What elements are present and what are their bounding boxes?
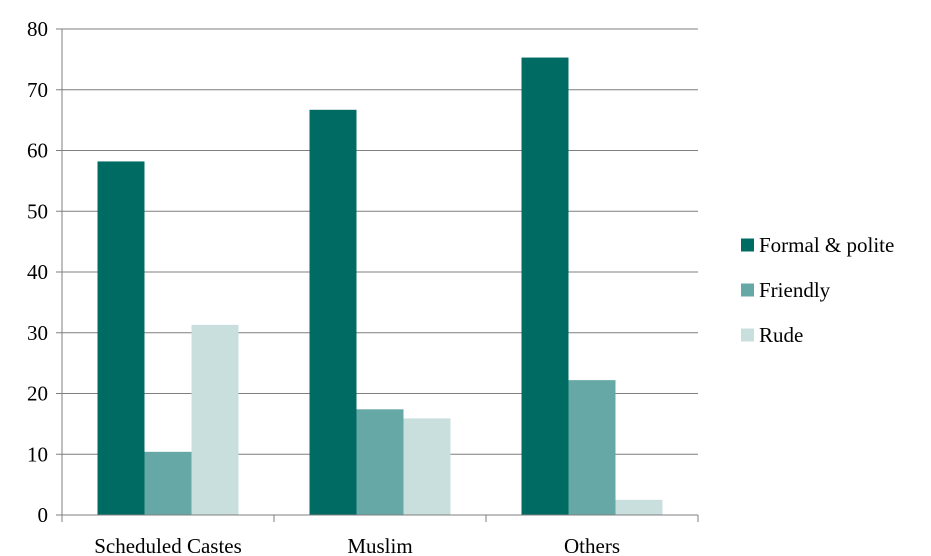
bar-rude-scheduled-castes [191, 324, 239, 515]
bar-formal-polite-muslim [309, 109, 357, 516]
y-tick-labels: 0 10 20 30 40 50 60 70 80 [27, 17, 48, 527]
bar-rude-others [615, 499, 663, 515]
y-tick-label-10: 10 [27, 442, 48, 466]
y-tick-label-20: 20 [27, 382, 48, 406]
x-category-label: Muslim [347, 534, 412, 556]
legend: Formal & polite Friendly Rude [741, 233, 894, 347]
x-category-label: Scheduled Castes [94, 534, 242, 556]
bar-friendly-muslim [356, 409, 404, 515]
gridlines [62, 28, 698, 455]
legend-swatch [741, 328, 754, 342]
y-tick-label-70: 70 [27, 78, 48, 102]
axes [56, 28, 699, 522]
bar-formal-polite-others [521, 57, 569, 516]
y-tick-label-80: 80 [27, 17, 48, 41]
y-tick-label-0: 0 [38, 503, 49, 527]
legend-label: Formal & polite [759, 233, 894, 257]
bar-friendly-scheduled-castes [144, 451, 192, 515]
bar-formal-polite-scheduled-castes [97, 161, 145, 515]
legend-label: Friendly [759, 278, 831, 302]
legend-swatch [741, 283, 754, 297]
bar-friendly-others [568, 380, 616, 515]
y-tick-label-50: 50 [27, 199, 48, 223]
x-category-labels: Scheduled Castes Muslim Others [94, 534, 620, 556]
y-tick-label-60: 60 [27, 139, 48, 163]
x-category-label: Others [564, 534, 620, 556]
y-tick-label-40: 40 [27, 260, 48, 284]
bar-rude-muslim [403, 418, 451, 515]
bars [97, 57, 663, 516]
legend-swatch [741, 238, 754, 252]
legend-label: Rude [759, 323, 803, 347]
y-tick-label-30: 30 [27, 321, 48, 345]
